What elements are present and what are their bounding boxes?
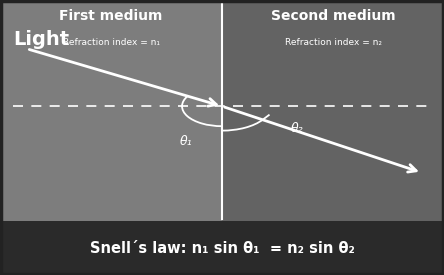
Text: θ₁: θ₁ xyxy=(180,135,193,148)
Text: Snell´s law: n₁ sin θ₁  = n₂ sin θ₂: Snell´s law: n₁ sin θ₁ = n₂ sin θ₂ xyxy=(90,241,354,256)
Bar xyxy=(222,0,444,221)
Text: Second medium: Second medium xyxy=(271,9,395,23)
Text: Light: Light xyxy=(13,30,69,49)
Text: First medium: First medium xyxy=(59,9,163,23)
Bar xyxy=(0,0,222,221)
Text: Refraction index = n₂: Refraction index = n₂ xyxy=(285,38,381,47)
Text: Refraction index = n₁: Refraction index = n₁ xyxy=(63,38,159,47)
Text: θ₂: θ₂ xyxy=(291,122,304,135)
